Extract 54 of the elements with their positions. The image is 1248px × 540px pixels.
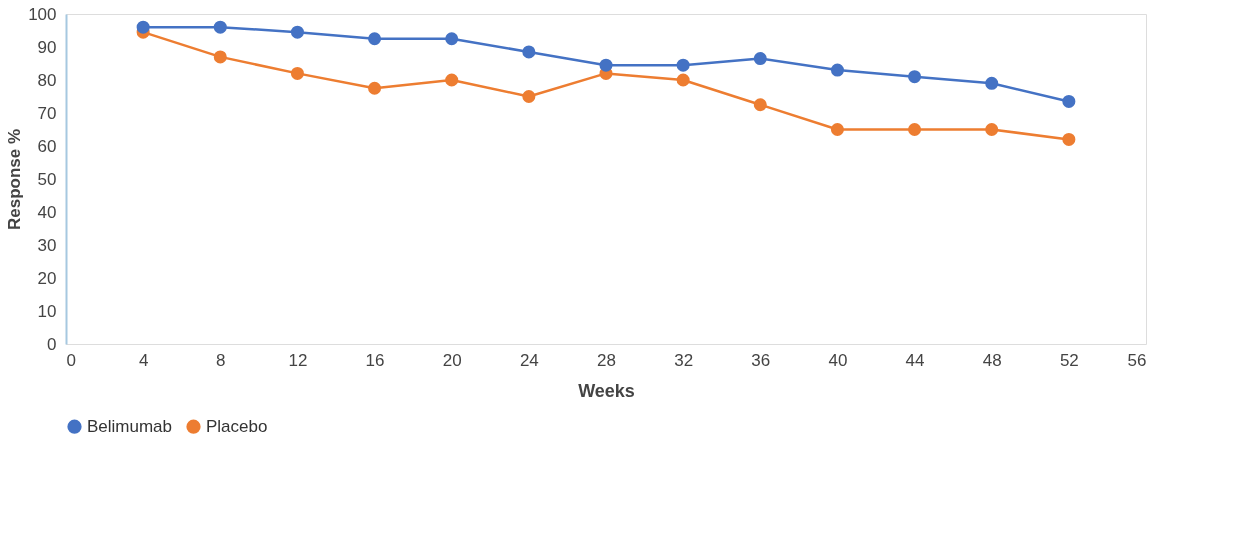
point (213, 20, 227, 34)
point (676, 58, 690, 72)
x-tick-label: 44 (905, 350, 925, 370)
y-tick-label: 20 (37, 268, 57, 288)
point (830, 122, 844, 137)
y-tick-label: 50 (37, 169, 57, 189)
y-tick-label: 30 (37, 235, 57, 255)
point (1062, 94, 1076, 108)
x-tick-label: 40 (828, 350, 848, 370)
point (445, 32, 459, 46)
y-tick-label: 0 (47, 334, 57, 354)
legend-label: Belimumab (87, 416, 173, 436)
x-tick-label: 12 (288, 350, 308, 370)
legend-label: Placebo (206, 416, 268, 436)
x-tick-label: 28 (597, 350, 616, 370)
point (136, 20, 150, 34)
y-tick-label: 90 (37, 37, 57, 57)
x-tick-label: 4 (138, 350, 149, 370)
point (676, 73, 690, 87)
point (985, 122, 999, 137)
point (753, 52, 767, 66)
point (908, 70, 922, 84)
y-tick-label: 70 (37, 103, 57, 123)
point (445, 73, 459, 87)
x-tick-label: 20 (442, 350, 462, 370)
x-tick-label: 24 (519, 350, 539, 370)
y-tick-label: 60 (37, 136, 57, 156)
point (753, 98, 767, 112)
x-tick-label: 32 (674, 350, 694, 370)
point (830, 63, 844, 77)
x-tick-label: 16 (365, 350, 385, 370)
point (290, 66, 304, 80)
x-tick-label: 52 (1059, 350, 1079, 370)
x-tick-label: 0 (66, 350, 76, 370)
x-tick-label: 36 (751, 350, 771, 370)
point (1062, 132, 1076, 146)
point (599, 58, 613, 72)
point (985, 76, 999, 90)
x-tick-label: 8 (216, 350, 226, 370)
x-tick-label: 48 (982, 350, 1002, 370)
point (213, 50, 227, 64)
point (368, 32, 382, 46)
y-tick-label: 10 (37, 301, 57, 321)
x-tick-label: 56 (1127, 350, 1147, 370)
y-tick-label: 80 (37, 70, 57, 90)
point (908, 122, 922, 137)
point (522, 45, 536, 59)
point (522, 89, 536, 104)
point (368, 81, 382, 95)
y-tick-label: 40 (37, 202, 57, 222)
y-axis-title: Response % (5, 128, 25, 231)
x-axis-title: Weeks (578, 380, 635, 401)
point (290, 25, 304, 39)
y-tick-label: 100 (28, 4, 57, 24)
